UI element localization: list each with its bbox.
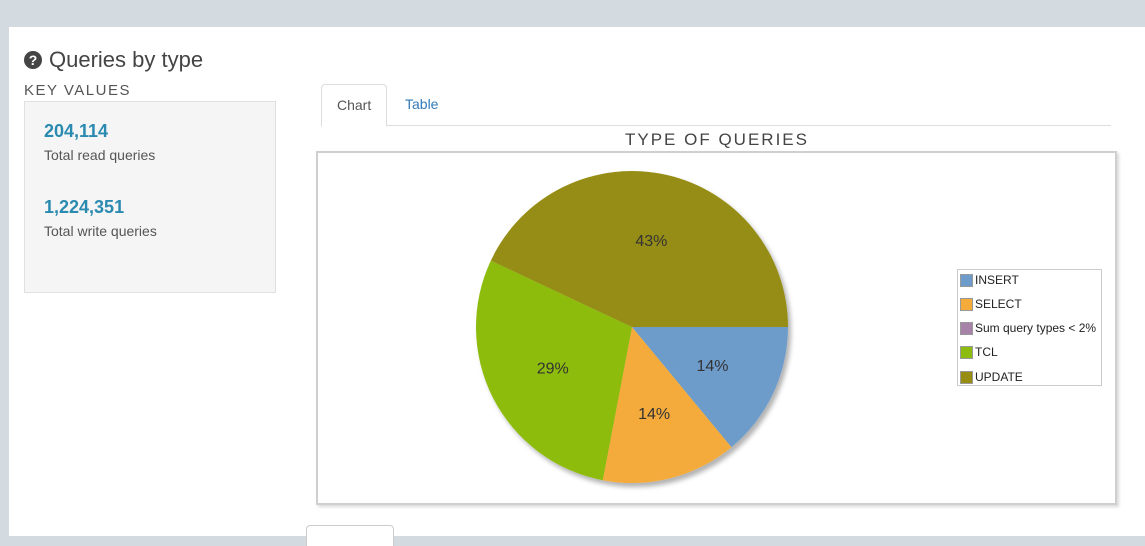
legend-swatch (960, 297, 973, 311)
pie-chart: 14% 14% 29% 43% (476, 170, 788, 483)
legend-label: Sum query types < 2% (975, 321, 1097, 335)
question-circle-icon[interactable]: ? (24, 51, 42, 69)
chart-area: 14% 14% 29% 43% INSERT SELECT Sum query typ… (316, 151, 1117, 505)
write-queries-label: Total write queries (44, 223, 157, 239)
pie-slice-label: 43% (635, 233, 667, 250)
legend-label: SELECT (975, 297, 1022, 311)
legend-swatch (960, 273, 973, 287)
key-values-box: 204,114 Total read queries 1,224,351 Tot… (24, 101, 276, 293)
pie-slice-label: 29% (537, 360, 569, 377)
pie-slice-insert[interactable] (632, 327, 788, 448)
tab-table[interactable]: Table (405, 96, 439, 112)
legend-swatch (960, 345, 973, 359)
pie-slice-select[interactable] (602, 327, 732, 483)
legend-item-tcl[interactable]: TCL (960, 345, 998, 359)
write-queries-value: 1,224,351 (44, 197, 125, 217)
view-tabs: Chart Table (321, 84, 1111, 127)
panel-title-text: Queries by type (49, 47, 204, 72)
legend-label: TCL (975, 345, 998, 359)
legend-item-insert[interactable]: INSERT (960, 273, 1019, 287)
pie-slice-tcl[interactable] (476, 260, 632, 481)
queries-panel: ? Queries by type KEY VALUES 204,114 Tot… (9, 27, 1145, 546)
read-queries-value: 204,114 (44, 121, 109, 141)
panel-title: ? Queries by type (24, 47, 203, 73)
pie-slice-update[interactable] (490, 170, 788, 327)
key-value-write: 1,224,351 Total write queries (44, 197, 157, 239)
legend-swatch (960, 321, 973, 335)
pie-slice-label: 14% (638, 406, 670, 423)
read-queries-label: Total read queries (44, 147, 156, 163)
legend-label: UPDATE (975, 370, 1023, 384)
legend-swatch (960, 370, 973, 384)
key-value-read: 204,114 Total read queries (44, 121, 155, 163)
chart-title: TYPE OF QUERIES (625, 130, 809, 149)
legend-label: INSERT (975, 273, 1019, 287)
legend-item-update[interactable]: UPDATE (960, 370, 1023, 384)
tab-chart[interactable]: Chart (321, 84, 388, 127)
legend-item-select[interactable]: SELECT (960, 297, 1022, 311)
pie-slice-label: 14% (696, 358, 728, 375)
key-values-heading: KEY VALUES (24, 82, 131, 99)
chart-legend: INSERT SELECT Sum query types < 2% TCL U… (957, 269, 1102, 386)
legend-item-sum-small[interactable]: Sum query types < 2% (960, 321, 1096, 335)
